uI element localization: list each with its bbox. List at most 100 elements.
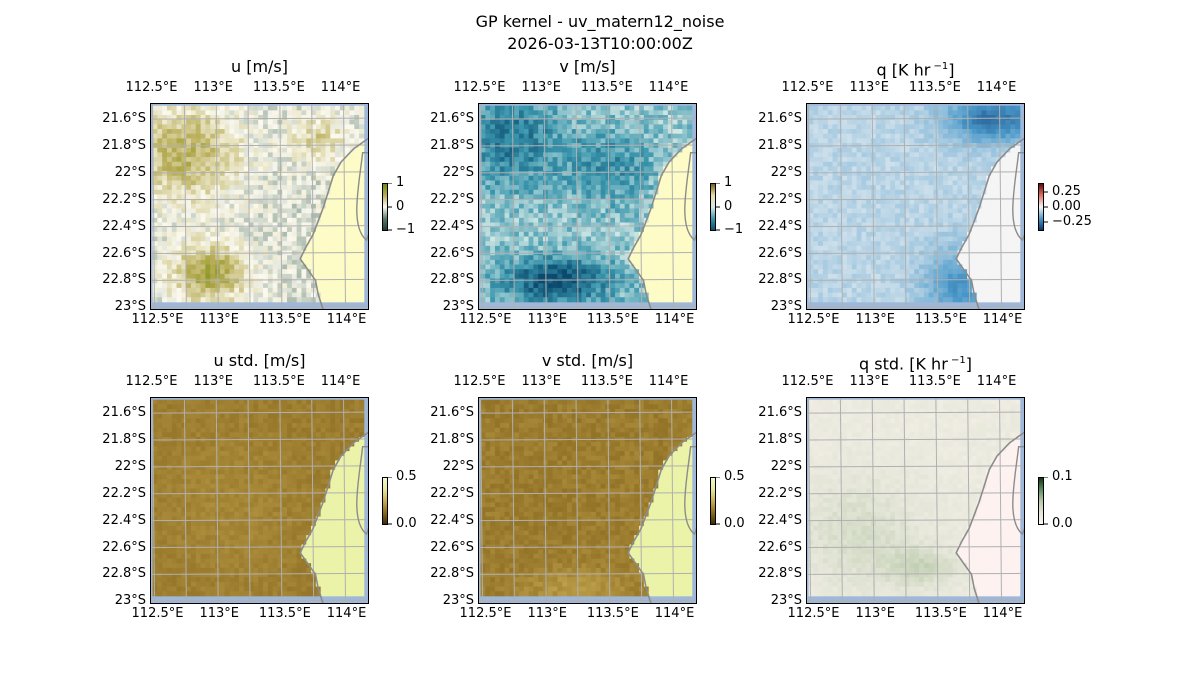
graticule (478, 397, 697, 604)
lat-tick: 22°S (442, 458, 474, 474)
lat-tick: 23°S (114, 593, 146, 609)
bottom-lon-tick: 113°E (527, 606, 567, 621)
colorbar-v_std (710, 477, 720, 525)
bottom-lon-tick: 113.5°E (914, 312, 967, 327)
map-u_std (150, 397, 369, 604)
lat-tick: 22.8°S (430, 272, 474, 288)
top-lon-tick: 112.5°E (453, 80, 506, 95)
map-frame (478, 103, 697, 310)
bottom-lon-tick: 113.5°E (258, 606, 311, 621)
lat-tick: 21.8°S (758, 432, 802, 447)
bottom-lon-tick: 113.5°E (586, 606, 639, 621)
colorbar-tick-label: 1 (724, 175, 733, 190)
bottom-lon-tick: 113.5°E (914, 606, 967, 621)
lat-tick: 22.8°S (758, 566, 802, 582)
panel-title-u_std: u std. [m/s] (213, 351, 306, 370)
graticule (806, 103, 1025, 310)
map-q_std (806, 397, 1025, 604)
colorbar-tick-label: 0 (396, 199, 405, 214)
bottom-lon-tick: 112.5°E (787, 606, 840, 621)
lat-tick: 22.6°S (758, 539, 802, 555)
map-frame (806, 397, 1025, 604)
top-lon-tick: 112.5°E (781, 80, 834, 95)
heatmap-cells-u (152, 105, 365, 303)
top-lon-tick: 112.5°E (453, 374, 506, 389)
graticule (150, 103, 369, 310)
bottom-lon-tick: 113°E (527, 312, 567, 327)
lat-tick: 21.6°S (102, 111, 146, 127)
lat-tick: 21.6°S (102, 405, 146, 421)
lat-tick: 21.6°S (430, 111, 474, 127)
lat-tick: 23°S (442, 299, 474, 315)
lat-tick: 22.8°S (430, 566, 474, 582)
colorbar-tick-label: −1 (724, 222, 744, 237)
panel-title-v: v [m/s] (559, 57, 616, 76)
colorbar-tick-label: 0.0 (724, 516, 745, 531)
lat-tick: 22.2°S (430, 485, 474, 501)
lat-tick: 22.2°S (102, 485, 146, 501)
lat-tick: 22.6°S (102, 245, 146, 261)
top-lon-tick: 112.5°E (125, 374, 178, 389)
map-frame (806, 103, 1025, 310)
lat-tick: 22.4°S (758, 512, 802, 528)
lat-tick: 22°S (442, 164, 474, 180)
top-lon-tick: 114°E (648, 80, 689, 95)
lat-tick: 22.8°S (102, 566, 146, 582)
graticule (150, 397, 369, 604)
lat-tick: 21.8°S (758, 138, 802, 153)
lat-tick: 22°S (114, 164, 146, 180)
lat-tick: 22°S (114, 458, 146, 474)
top-lon-tick: 113°E (849, 374, 889, 389)
lat-tick: 22.2°S (102, 191, 146, 207)
panel-title-v_std: v std. [m/s] (541, 351, 634, 370)
bottom-lon-tick: 114°E (326, 606, 367, 621)
top-lon-tick: 113°E (849, 80, 889, 95)
colorbar-q (1038, 183, 1048, 231)
map-frame (478, 397, 697, 604)
bottom-lon-tick: 113.5°E (586, 312, 639, 327)
top-lon-tick: 114°E (648, 374, 689, 389)
top-lon-tick: 113.5°E (252, 374, 305, 389)
lat-tick: 22.4°S (102, 218, 146, 234)
panel-title-q: q [K hr −1] (876, 60, 955, 80)
lat-tick: 21.8°S (102, 138, 146, 153)
lat-tick: 22.8°S (758, 272, 802, 288)
top-lon-tick: 113.5°E (252, 80, 305, 95)
colorbar-q_std (1038, 477, 1048, 525)
bottom-lon-tick: 113°E (855, 606, 895, 621)
map-q (806, 103, 1025, 310)
lat-tick: 23°S (770, 593, 802, 609)
island-outline (356, 152, 369, 242)
panel-title-q_std: q std. [K hr −1] (859, 354, 972, 374)
lat-tick: 21.8°S (102, 432, 146, 447)
lat-tick: 21.8°S (430, 432, 474, 447)
map-frame (150, 397, 369, 604)
top-lon-tick: 114°E (320, 374, 361, 389)
lat-tick: 21.6°S (430, 405, 474, 421)
map-frame (150, 103, 369, 310)
figure-timestamp: 2026-03-13T10:00:00Z (507, 34, 693, 53)
top-lon-tick: 113.5°E (908, 80, 961, 95)
coastline (955, 431, 1025, 604)
lat-tick: 22.4°S (430, 218, 474, 234)
island-outline (684, 152, 697, 242)
coastline (955, 137, 1025, 310)
heatmap-cells-u_std (152, 399, 365, 597)
bottom-lon-tick: 112.5°E (131, 606, 184, 621)
lat-tick: 22°S (770, 458, 802, 474)
coastline (627, 431, 697, 604)
lat-tick: 22°S (770, 164, 802, 180)
bottom-lon-tick: 114°E (326, 312, 367, 327)
colorbar-tick-label: −0.25 (1052, 214, 1092, 229)
colorbar-tick-label: 1 (396, 175, 405, 190)
lat-tick: 22.2°S (758, 485, 802, 501)
colorbar-tick-label: 0.5 (724, 469, 745, 484)
top-lon-tick: 114°E (976, 80, 1017, 95)
bottom-lon-tick: 113°E (855, 312, 895, 327)
bottom-lon-tick: 113.5°E (258, 312, 311, 327)
panel-title-u: u [m/s] (230, 57, 289, 76)
bottom-lon-tick: 114°E (982, 606, 1023, 621)
map-u (150, 103, 369, 310)
lat-tick: 22.6°S (102, 539, 146, 555)
